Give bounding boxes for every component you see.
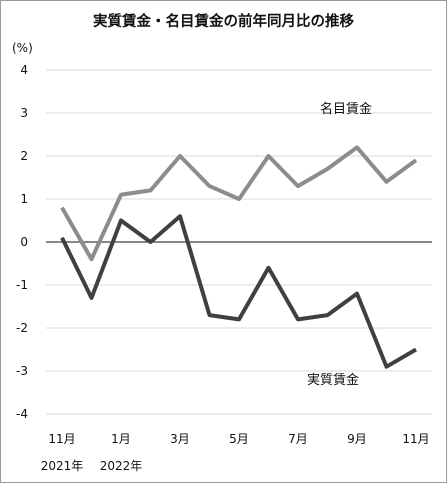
y-tick-label: -1: [16, 278, 28, 292]
y-tick-label: -2: [16, 321, 28, 335]
x-tick-label: 11月: [402, 432, 429, 446]
y-tick-label: -4: [16, 407, 28, 421]
x-tick-label: 9月: [347, 432, 367, 446]
series-label: 名目賃金: [320, 101, 372, 117]
x-axis-ticks: 11月 1月 3月 5月 7月 9月 11月 2021年 2022年: [41, 432, 430, 473]
chart-title: 実質賃金・名目賃金の前年同月比の推移: [93, 12, 354, 30]
y-tick-label: 4: [20, 63, 28, 77]
year-label: 2021年: [41, 459, 84, 473]
x-tick-label: 7月: [288, 432, 308, 446]
series-lines: [60, 145, 418, 369]
y-tick-label: -3: [16, 364, 28, 378]
x-tick-label: 1月: [111, 432, 131, 446]
y-axis-ticks: 4 3 2 1 0 -1 -2 -3 -4: [16, 63, 28, 421]
series-line-0: [60, 145, 418, 262]
unit-label: (%): [12, 41, 33, 55]
y-tick-label: 1: [20, 192, 28, 206]
y-tick-label: 2: [20, 149, 28, 163]
series-line-1: [60, 214, 418, 369]
gridlines: [46, 69, 432, 415]
x-tick-label: 5月: [229, 432, 249, 446]
y-tick-label: 0: [20, 235, 28, 249]
year-label: 2022年: [100, 459, 143, 473]
x-tick-label: 11月: [48, 432, 75, 446]
x-tick-label: 3月: [170, 432, 190, 446]
series-label: 実質賃金: [307, 372, 359, 388]
y-tick-label: 3: [20, 106, 28, 120]
